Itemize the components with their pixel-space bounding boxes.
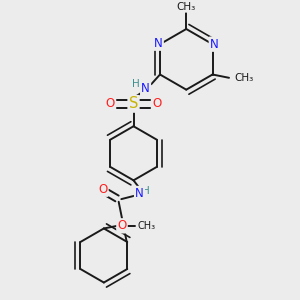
Text: O: O (152, 97, 161, 110)
Text: CH₃: CH₃ (234, 74, 253, 83)
Text: O: O (117, 219, 127, 232)
Text: CH₃: CH₃ (138, 221, 156, 231)
Text: N: N (210, 38, 219, 51)
Text: N: N (135, 187, 144, 200)
Text: N: N (154, 37, 163, 50)
Text: O: O (98, 183, 107, 196)
Text: N: N (141, 82, 150, 95)
Text: CH₃: CH₃ (177, 2, 196, 12)
Text: H: H (142, 186, 150, 196)
Text: H: H (133, 79, 140, 89)
Text: S: S (129, 96, 138, 111)
Text: O: O (106, 97, 115, 110)
